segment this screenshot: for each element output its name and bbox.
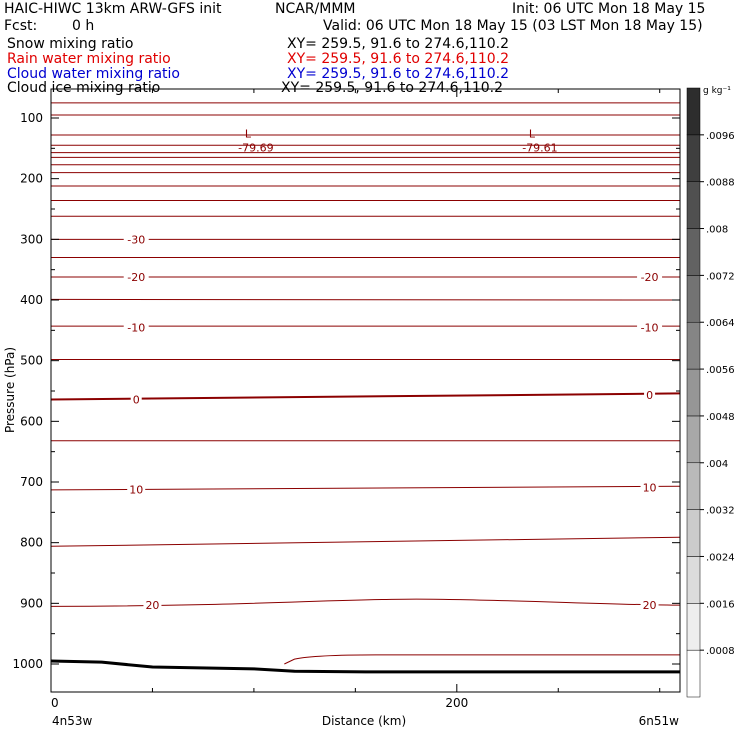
x-axis: 0 200: [50, 89, 661, 710]
contour-label: 20: [145, 599, 159, 612]
colorbar-tick-label: .0056: [706, 365, 735, 376]
field-xy-cloud-ice: XY= 259.5, 91.6 to 274.6,110.2: [281, 80, 504, 96]
y-tick-label: 500: [20, 354, 43, 368]
x-start-location: 4n53w: [52, 714, 93, 728]
colorbar-tick-label: .0032: [706, 506, 735, 517]
colorbar-segment: [686, 228, 701, 276]
colorbar-segment: [686, 509, 701, 557]
forecast-label: Fcst:: [4, 18, 38, 34]
field-name-cloud-water: Cloud water mixing ratio: [7, 66, 180, 82]
colorbar: .0008 .0016 .0024 .0032 .004 .0048 .0056 .0064.…: [686, 86, 735, 698]
x-tick-label: 0: [51, 696, 59, 710]
isotherm-line: [50, 298, 681, 301]
contour-label-bg: [640, 599, 659, 612]
low-marker: L: [245, 127, 252, 140]
colorbar-tick-label: .0024: [706, 552, 735, 563]
contour-label: 0: [646, 389, 653, 402]
field-xy-snow: XY= 259.5, 91.6 to 274.6,110.2: [287, 36, 510, 52]
contour-label-bg: [644, 389, 656, 402]
contour-label: 10: [643, 481, 657, 494]
x-axis-label: Distance (km): [322, 714, 406, 728]
colorbar-segment: [686, 603, 701, 651]
y-tick-label: 400: [20, 293, 43, 307]
x-tick-label: 200: [445, 696, 468, 710]
contour-label: -10: [127, 321, 145, 334]
field-xy-rain: XY= 259.5, 91.6 to 274.6,110.2: [287, 51, 510, 67]
colorbar-tick-label: .008: [706, 225, 728, 236]
contour-label-bg: [123, 321, 149, 334]
colorbar-segment: [686, 556, 701, 604]
y-tick-label: 200: [20, 172, 43, 186]
colorbar-tick-label: .0096: [706, 131, 735, 142]
contour-label-bg: [637, 270, 663, 283]
isotherm-line: [50, 392, 681, 401]
colorbar-tick-label: .0088: [706, 178, 735, 189]
colorbar-tick-label: .0048: [706, 412, 735, 423]
contour-label-bg: [640, 481, 659, 494]
y-tick-label: 1000: [12, 657, 43, 671]
y-axis-label: Pressure (hPa): [3, 347, 17, 433]
contour-label: 20: [643, 599, 657, 612]
colorbar-tick-label: .004: [706, 459, 728, 470]
y-tick-label: 900: [20, 596, 43, 610]
field-name-snow: Snow mixing ratio: [7, 36, 134, 52]
contour-label-bg: [130, 393, 142, 406]
isotherm-line: [284, 654, 680, 665]
contour-label-bg: [123, 270, 149, 283]
terrain-line: [50, 659, 680, 674]
y-tick-label: 300: [20, 232, 43, 246]
organization: NCAR/MMM: [275, 1, 356, 17]
colorbar-segment: [686, 462, 701, 510]
y-tick-label: 800: [20, 536, 43, 550]
colorbar-segment: [686, 87, 701, 136]
field-name-rain: Rain water mixing ratio: [7, 51, 171, 67]
contour-label-bg: [123, 233, 149, 246]
contour-label: -10: [641, 321, 659, 334]
isotherm-line: [50, 598, 681, 607]
colorbar-tick-label: .0072: [706, 271, 735, 282]
isotherm-line: [50, 485, 681, 491]
y-tick-label: 600: [20, 414, 43, 428]
colorbar-unit: g kg⁻¹: [703, 86, 731, 96]
colorbar-segment: [686, 649, 701, 698]
colorbar-segment: [686, 415, 701, 464]
contour-label: -20: [641, 271, 659, 284]
init-time: Init: 06 UTC Mon 18 May 15: [512, 1, 706, 17]
terrain-surface: [50, 659, 680, 674]
low-marker: L: [529, 127, 536, 140]
isotherm-contours: [50, 102, 681, 665]
valid-time: Valid: 06 UTC Mon 18 May 15 (03 LST Mon …: [323, 18, 703, 34]
contour-label: -20: [127, 271, 145, 284]
forecast-hour: 0 h: [72, 18, 95, 34]
colorbar-tick-label: .0016: [706, 599, 735, 610]
contour-label: 0: [133, 393, 140, 406]
colorbar-segment: [686, 368, 701, 417]
contour-label: -30: [127, 233, 145, 246]
y-tick-label: 700: [20, 475, 43, 489]
colorbar-tick-label: .0064: [706, 318, 735, 329]
colorbar-tick-label: .0008: [706, 646, 735, 657]
colorbar-segment: [686, 275, 701, 323]
contour-label-bg: [143, 599, 162, 612]
plot-title: HAIC-HIWC 13km ARW-GFS init: [4, 1, 222, 17]
low-value: -79.61: [522, 141, 557, 154]
field-name-cloud-ice: Cloud ice mixing ratio: [7, 80, 161, 96]
colorbar-segment: [686, 134, 701, 182]
contour-label: 10: [129, 483, 143, 496]
isotherm-line: [50, 536, 681, 547]
y-tick-label: 100: [20, 111, 43, 125]
contour-label-bg: [127, 483, 146, 496]
colorbar-segment: [686, 321, 701, 370]
colorbar-segment: [686, 181, 701, 229]
low-value: -79.69: [238, 141, 273, 154]
contour-label-bg: [637, 321, 663, 334]
x-end-location: 6n51w: [639, 714, 680, 728]
field-xy-cloud-water: XY= 259.5, 91.6 to 274.6,110.2: [287, 66, 510, 82]
